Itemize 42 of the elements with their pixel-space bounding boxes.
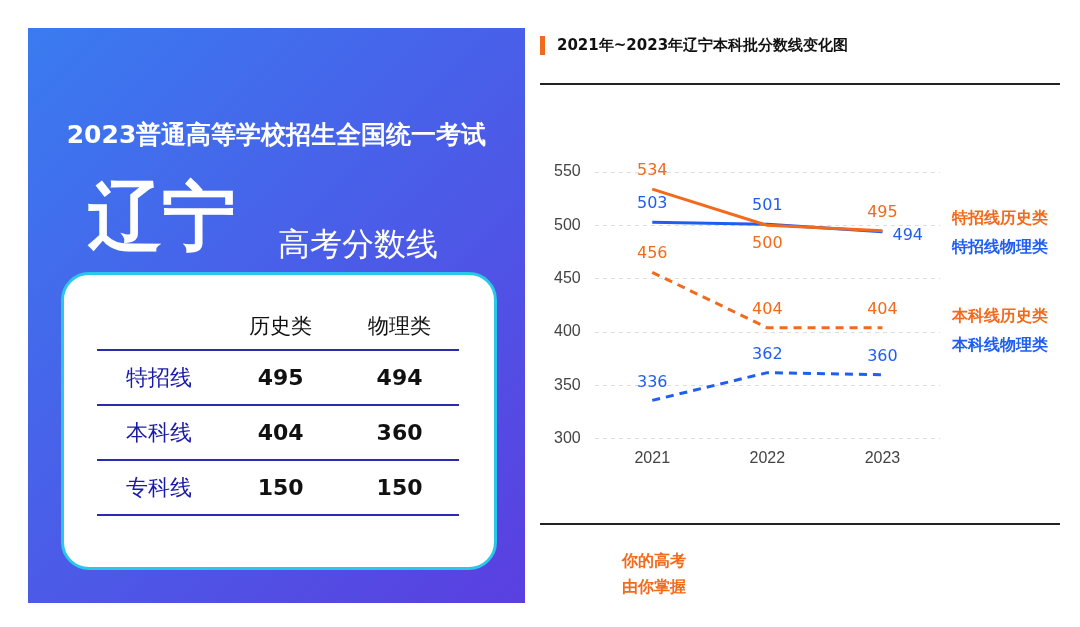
text: 495: [257, 365, 304, 390]
data-label: 362: [752, 343, 783, 363]
data-label: 404: [752, 298, 783, 318]
text: 高考分数线: [278, 224, 438, 265]
data-label: 494: [892, 224, 923, 244]
y-tick-label: 500: [553, 215, 581, 233]
text: 150: [376, 475, 423, 500]
data-label: 501: [752, 195, 783, 215]
text: 2023普通高等学校招生全国统一考试: [65, 119, 488, 151]
text: 特招线物理类: [952, 236, 1048, 258]
text: 360: [376, 420, 423, 445]
data-label: 495: [867, 201, 898, 221]
data-label: 404: [867, 298, 898, 318]
y-tick-label: 450: [553, 269, 581, 287]
text: 由你掌握: [622, 576, 687, 598]
x-tick-label: 2021: [634, 448, 671, 466]
category-label: 物理类: [340, 303, 459, 350]
y-tick-label: 350: [553, 375, 581, 393]
text: 150: [257, 475, 304, 500]
text: 特招线历史类: [952, 207, 1048, 229]
text: 你的高考: [622, 550, 687, 572]
y-tick-label: 400: [553, 322, 581, 340]
data-label: 534: [636, 160, 668, 180]
category-label: 特招线: [126, 364, 193, 390]
category-label: 本科线: [126, 419, 193, 445]
data-label: 503: [636, 193, 668, 213]
x-tick-label: 2023: [864, 448, 901, 466]
data-label: 336: [636, 371, 668, 391]
chart-title: 2021年~2023年辽宁本科批分数线变化图: [540, 36, 849, 55]
y-tick-label: 300: [553, 429, 581, 447]
category-label: 历史类: [221, 303, 341, 350]
data-label: 500: [752, 232, 783, 252]
data-label: 360: [867, 345, 898, 365]
text: 辽宁: [88, 172, 236, 261]
text: 404: [257, 420, 304, 445]
y-tick-label: 550: [553, 162, 581, 180]
text: 494: [376, 365, 423, 390]
x-tick-label: 2022: [749, 448, 786, 466]
text: 本科线物理类: [952, 334, 1048, 356]
text: 本科线历史类: [952, 305, 1048, 327]
data-label: 456: [636, 243, 668, 263]
category-label: 专科线: [126, 474, 193, 500]
